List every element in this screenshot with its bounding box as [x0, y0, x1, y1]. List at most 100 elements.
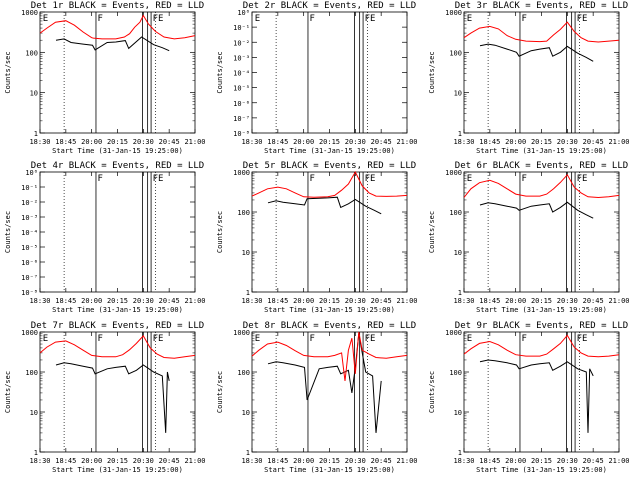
y-tick-label: 100 [25, 49, 38, 57]
x-tick-label: 21:00 [396, 138, 417, 146]
x-tick-label: 21:00 [608, 138, 629, 146]
y-tick-label: 10⁻⁷ [21, 274, 38, 282]
panel-title: Det 2r BLACK = Events, RED = LLD [243, 1, 416, 11]
x-tick-label: 20:30 [133, 138, 154, 146]
marker-label-e: E [43, 334, 48, 344]
y-tick-label: 1000 [445, 169, 462, 177]
panel-det-7: Det 7r BLACK = Events, RED = LLD 1 10 100 10… [4, 321, 206, 474]
x-tick-label: 18:30 [453, 138, 474, 146]
y-tick-label: 1000 [21, 329, 38, 337]
panel-det-2: Det 2r BLACK = Events, RED = LLD 10⁻⁸ 10⁻⁷… [216, 1, 418, 155]
y-tick-label: 10 [454, 90, 462, 98]
y-tick-label: 100 [237, 369, 250, 377]
y-tick-label: 100 [449, 49, 462, 57]
x-axis-label: Start Time (31-Jan-15 19:25:00) [52, 306, 183, 314]
panel-det-8: Det 8r BLACK = Events, RED = LLD 1 10 100 10… [216, 321, 418, 474]
x-tick-label: 20:00 [81, 138, 102, 146]
panel-det-5: Det 5r BLACK = Events, RED = LLD 1 10 100 10… [216, 161, 418, 314]
y-tick-label: 1 [34, 130, 38, 138]
y-tick-label: 1 [246, 449, 250, 457]
y-axis-label: Counts/sec [216, 371, 224, 413]
x-tick-label: 18:45 [55, 138, 76, 146]
y-tick-label: 1 [34, 449, 38, 457]
marker-label-f: F [309, 14, 314, 24]
x-tick-label: 21:00 [184, 457, 205, 465]
y-tick-label: 10⁻⁴ [21, 229, 38, 237]
x-tick-label: 18:30 [29, 297, 50, 305]
series-events [479, 359, 594, 433]
y-tick-label: 100 [449, 209, 462, 217]
x-tick-label: 20:30 [133, 297, 154, 305]
x-tick-label: 20:00 [81, 297, 102, 305]
marker-label-e: E [43, 14, 48, 24]
marker-label-f: F [309, 174, 314, 184]
panel-title: Det 7r BLACK = Events, RED = LLD [31, 321, 204, 331]
plot-frame [251, 331, 408, 453]
x-tick-label: 20:15 [319, 138, 340, 146]
y-tick-label: 10 [242, 409, 250, 417]
y-tick-label: 1 [458, 130, 462, 138]
series-events [267, 333, 382, 433]
x-tick-label: 18:30 [241, 297, 262, 305]
y-tick-label: 10⁻⁴ [233, 70, 250, 78]
x-tick-label: 18:30 [453, 297, 474, 305]
x-tick-label: 18:45 [55, 297, 76, 305]
x-tick-label: 20:30 [345, 297, 366, 305]
x-tick-label: 20:45 [583, 457, 604, 465]
panel-title: Det 3r BLACK = Events, RED = LLD [455, 1, 628, 11]
x-tick-label: 18:30 [241, 138, 262, 146]
y-tick-label: 10⁻¹ [233, 24, 250, 32]
x-tick-label: 18:30 [241, 457, 262, 465]
y-tick-label: 10 [30, 90, 38, 98]
marker-label-fe: FE [365, 174, 376, 184]
x-tick-label: 20:30 [133, 457, 154, 465]
marker-label-fe: FE [577, 334, 588, 344]
series-lld [463, 334, 620, 358]
series-lld [39, 335, 196, 359]
y-axis-label: Counts/sec [428, 51, 436, 93]
plot-frame [463, 11, 620, 134]
y-tick-label: 10⁻⁶ [21, 259, 38, 267]
plot-frame [39, 11, 196, 134]
y-tick-label: 1 [246, 289, 250, 297]
plot-frame [39, 331, 196, 453]
x-tick-label: 20:45 [583, 138, 604, 146]
y-tick-label: 10⁻⁵ [233, 85, 250, 93]
y-tick-label: 10⁻⁸ [21, 289, 38, 297]
x-tick-label: 18:30 [453, 457, 474, 465]
panel-det-1: Det 1r BLACK = Events, RED = LLD 1 10 100 10… [4, 1, 206, 155]
x-tick-label: 20:45 [371, 457, 392, 465]
panel-det-9: Det 9r BLACK = Events, RED = LLD 1 10 100 10… [428, 321, 630, 474]
x-tick-label: 20:30 [345, 138, 366, 146]
y-tick-label: 1000 [233, 169, 250, 177]
y-tick-label: 100 [449, 369, 462, 377]
y-axis-label: Counts/sec [4, 51, 12, 93]
marker-label-fe: FE [365, 14, 376, 24]
y-tick-label: 10 [454, 249, 462, 257]
y-tick-label: 10⁻⁶ [233, 100, 250, 108]
marker-label-f: F [521, 174, 526, 184]
plot-frame [463, 331, 620, 453]
y-tick-label: 1000 [445, 329, 462, 337]
y-tick-label: 1 [458, 449, 462, 457]
marker-label-fe: FE [153, 174, 164, 184]
series-lld [251, 170, 408, 198]
marker-label-f: F [97, 14, 102, 24]
x-tick-label: 18:45 [55, 457, 76, 465]
x-tick-label: 20:00 [81, 457, 102, 465]
x-tick-label: 20:00 [293, 297, 314, 305]
plot-frame [251, 11, 408, 134]
y-tick-label: 100 [25, 369, 38, 377]
panel-title: Det 5r BLACK = Events, RED = LLD [243, 161, 416, 171]
x-tick-label: 20:00 [505, 297, 526, 305]
y-tick-label: 1000 [445, 9, 462, 17]
series-lld [251, 331, 408, 381]
x-tick-label: 18:45 [479, 297, 500, 305]
y-axis-label: Counts/sec [216, 211, 224, 253]
y-axis-label: Counts/sec [216, 51, 224, 93]
y-tick-label: 1000 [233, 329, 250, 337]
x-axis-label: Start Time (31-Jan-15 19:25:00) [264, 306, 395, 314]
x-tick-label: 18:30 [29, 138, 50, 146]
marker-label-f: F [521, 334, 526, 344]
x-tick-label: 21:00 [608, 457, 629, 465]
